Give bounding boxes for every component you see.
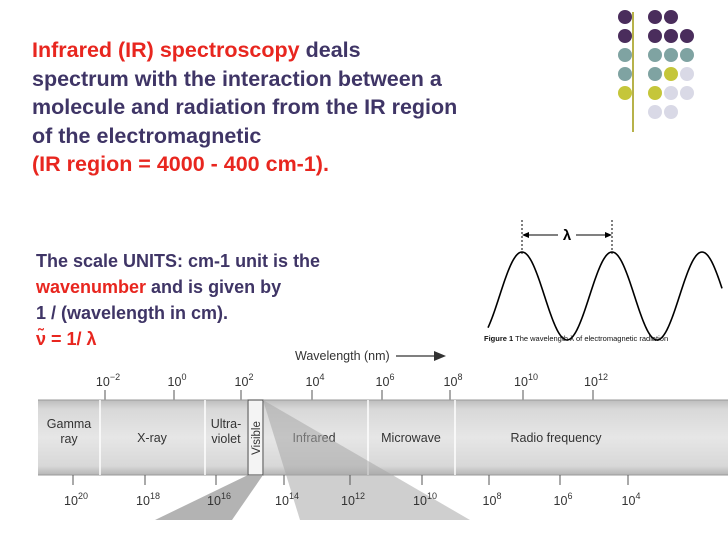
region-label: Microwave [381,431,441,445]
region-label: Radio frequency [510,431,602,445]
top-tick-labels: 10−2 100 102 104 106 108 1010 1012 [96,372,608,400]
wavelength-axis-label: Wavelength (nm) [295,349,390,363]
decorative-dot [664,105,678,119]
decorative-dot [618,48,632,62]
region-label: Visible [251,421,263,455]
intro-line-1: Infrared (IR) spectroscopy deals [32,36,592,65]
sine-wave [487,251,723,341]
bottom-tick-label: 106 [554,491,573,508]
caption-figure-number: Figure 1 [484,334,514,343]
wave-figure: λ [487,220,723,341]
wavenumber-formula: ν̃ = 1/ λ [36,329,97,349]
decorative-dot [664,48,678,62]
decorative-dot [664,86,678,100]
bottom-tick-label: 104 [622,491,641,508]
decorative-dot [648,67,662,81]
decorative-dot [648,29,662,43]
top-tick-label: 108 [444,372,463,389]
decorative-dot [664,10,678,24]
bottom-tick-labels: 1020 1018 1016 1014 1012 1010 108 106 104 [64,475,640,508]
decorative-dot [680,86,694,100]
decorative-dot [648,10,662,24]
units-line-1: The scale UNITS: cm-1 unit is the [36,251,321,271]
top-tick-label: 10−2 [96,372,120,389]
decorative-dot [648,105,662,119]
decorative-dot [618,67,632,81]
lambda-arrow-right-head [605,232,612,238]
bottom-tick-label: 108 [483,491,502,508]
units-paragraph: The scale UNITS: cm-1 unit is the wavenu… [36,248,456,352]
decorative-dot [664,29,678,43]
title-highlight: Infrared (IR) spectroscopy [32,38,300,62]
wavenumber-term: wavenumber [36,277,147,297]
wavelength-arrow-head [434,351,446,361]
decorative-dot [680,67,694,81]
decorative-dot [648,48,662,62]
em-spectrum-diagram: Wavelength (nm) 10−2 100 102 104 106 108 1010 1… [38,349,728,520]
intro-line-2: spectrum with the interaction between a [32,66,442,91]
caption-text: The wavelength λ of electromagnetic radi… [513,334,669,343]
region-label: X-ray [137,431,168,445]
top-tick-label: 1010 [514,372,538,389]
units-line-2-rest: and is given by [146,277,282,297]
decorative-dot [648,86,662,100]
top-tick-label: 100 [168,372,187,389]
top-tick-label: 106 [376,372,395,389]
bottom-tick-label: 1018 [136,491,160,508]
region-label: Ultra-violet [211,417,242,446]
spectrum-band [38,400,728,475]
decorative-dot [680,29,694,43]
bottom-tick-label: 1014 [275,491,299,508]
decorative-divider [632,12,634,132]
title-rest: deals [299,38,361,62]
wave-caption: Figure 1 The wavelength λ of electromagn… [484,334,728,343]
lambda-label: λ [563,227,572,244]
top-tick-label: 104 [306,372,325,389]
decorative-dot [680,48,694,62]
intro-line-3: molecule and radiation from the IR regio… [32,95,458,119]
lambda-arrow-left-head [522,232,529,238]
decorative-dot [618,29,632,43]
decorative-dot [618,10,632,24]
decorative-dot [618,86,632,100]
units-line-3: 1 / (wavelength in cm). [36,303,229,323]
bottom-tick-label: 1020 [64,491,88,508]
bottom-tick-label: 1016 [207,491,231,508]
ir-region-line: (IR region = 4000 - 400 cm-1). [32,152,329,176]
intro-line-4: of the electromagnetic [32,123,262,148]
intro-paragraph: Infrared (IR) spectroscopy deals spectru… [32,36,592,179]
top-tick-label: 1012 [584,372,608,389]
region-label: Gamma ray [47,417,92,446]
top-tick-label: 102 [235,372,254,389]
visible-expansion-wedge-right [263,400,470,520]
bottom-tick-label: 1010 [413,491,437,508]
bottom-tick-label: 1012 [341,491,365,508]
visible-expansion-wedge [155,475,263,520]
decorative-dot [664,67,678,81]
units-line-2: wavenumber and is given by [36,274,456,300]
